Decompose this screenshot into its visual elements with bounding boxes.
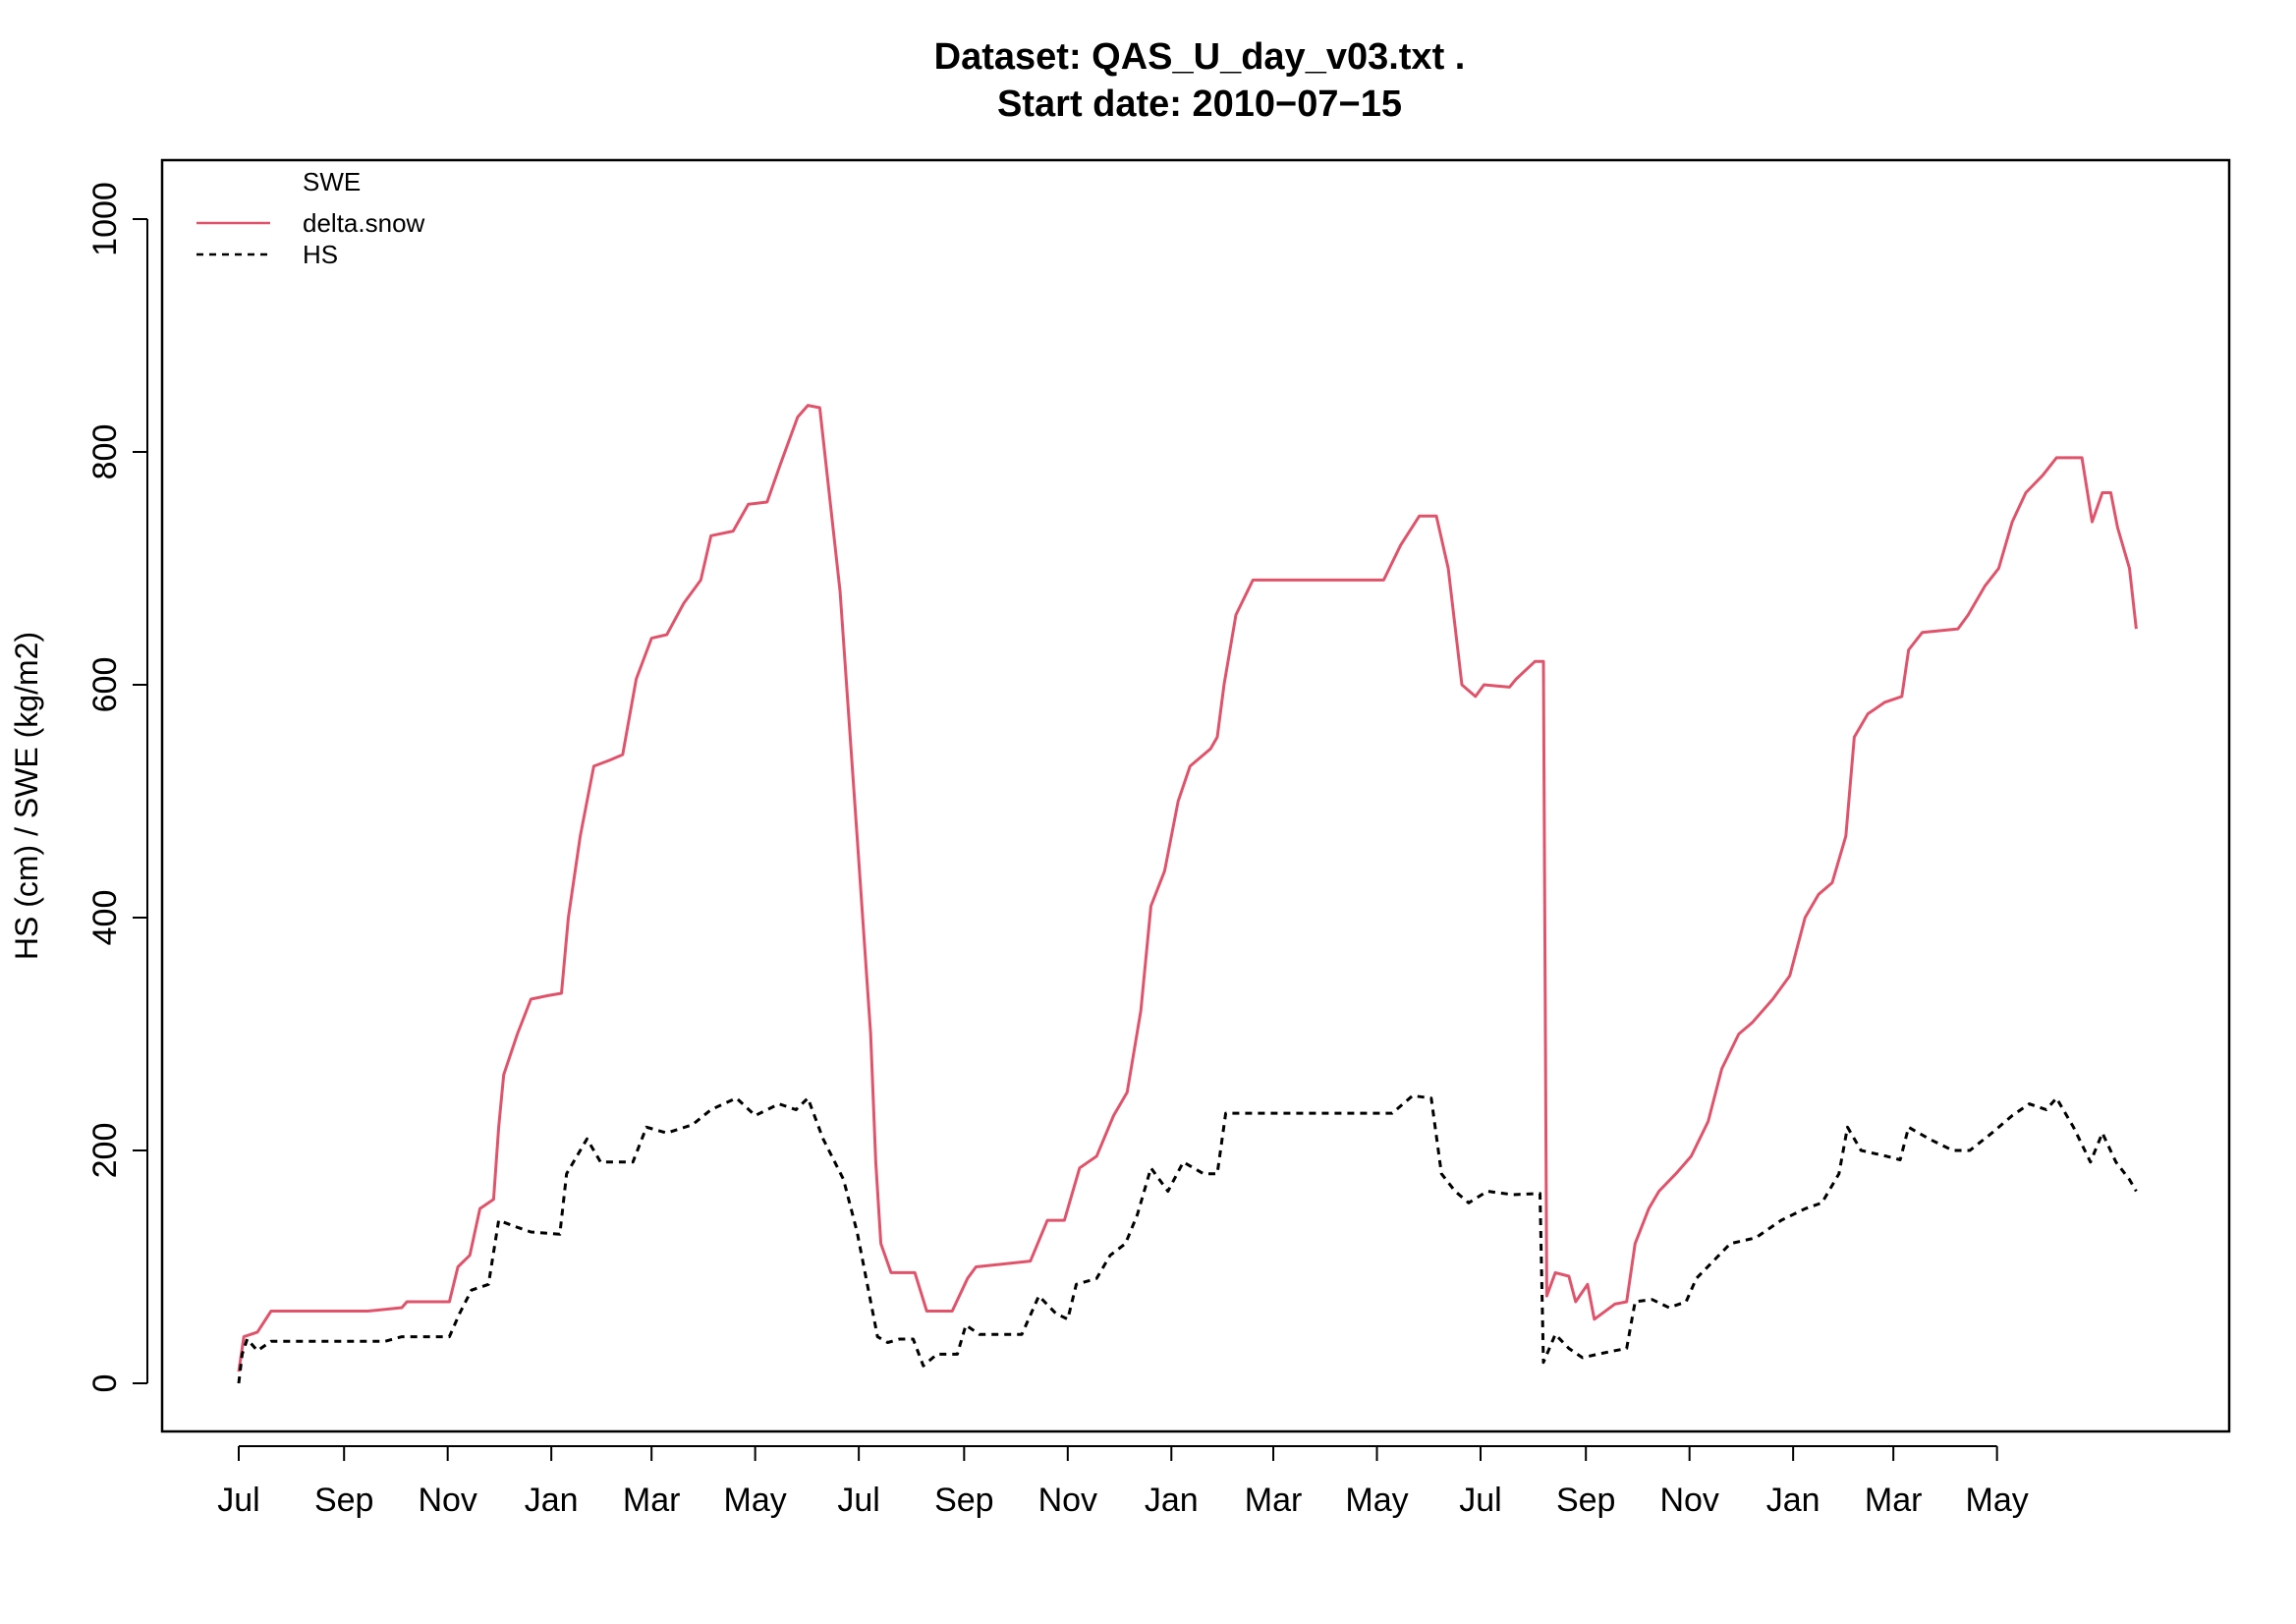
x-tick-label: May (1345, 1482, 1408, 1519)
y-tick-label: 800 (86, 424, 124, 480)
y-tick-label: 0 (86, 1374, 124, 1393)
y-tick-label: 400 (86, 890, 124, 946)
y-axis: 0 200 400 600 800 1000 (86, 182, 148, 1393)
legend-header: SWE (303, 167, 361, 196)
x-tick-label: Jan (1145, 1482, 1199, 1519)
x-tick-label: Nov (1659, 1482, 1718, 1519)
y-tick-label: 1000 (86, 182, 124, 256)
x-tick-label: Sep (314, 1482, 374, 1519)
x-tick-label: Sep (934, 1482, 994, 1519)
x-tick-label: Mar (623, 1482, 681, 1519)
plot-frame (160, 158, 2231, 1433)
x-tick-label: Mar (1865, 1482, 1923, 1519)
y-axis-label: HS (cm) / SWE (kg/m2) (9, 632, 44, 960)
y-tick-label: 600 (86, 657, 124, 713)
x-axis: Jul Sep Nov Jan Mar May Jul Sep Nov Jan Mar May Jul S… (217, 1445, 2029, 1519)
x-tick-label: May (1966, 1482, 2029, 1519)
x-tick-label: Mar (1245, 1482, 1303, 1519)
series-line-delta-snow (237, 404, 2138, 1372)
x-tick-label: Jul (837, 1482, 879, 1519)
series-layer (237, 404, 2138, 1384)
x-tick-label: Jan (1766, 1482, 1820, 1519)
legend-entry-delta-snow: delta.snow (303, 208, 425, 238)
x-tick-label: Jan (525, 1482, 579, 1519)
x-tick-label: May (724, 1482, 787, 1519)
y-tick-label: 200 (86, 1123, 124, 1179)
x-tick-label: Nov (1038, 1482, 1097, 1519)
x-tick-label: Sep (1556, 1482, 1616, 1519)
chart-title: Dataset: QAS_U_day_v03.txt . (934, 36, 1466, 78)
x-tick-label: Jul (1459, 1482, 1501, 1519)
legend-entry-hs: HS (303, 240, 338, 269)
chart-subtitle: Start date: 2010−07−15 (997, 84, 1402, 125)
x-tick-label: Nov (418, 1482, 476, 1519)
series-line-hs (237, 1093, 2138, 1384)
x-tick-label: Jul (217, 1482, 259, 1519)
legend: SWE delta.snow HS (196, 167, 425, 269)
